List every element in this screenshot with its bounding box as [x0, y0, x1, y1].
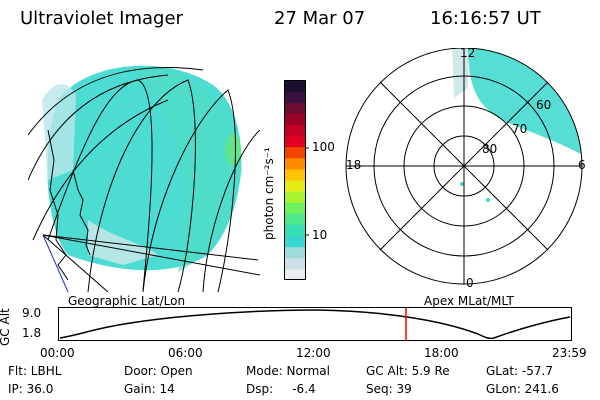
param-gain: Gain: 14 — [124, 382, 175, 396]
xtick-1800: 18:00 — [424, 346, 459, 360]
colorbar-swatch — [284, 235, 306, 248]
altitude-plot — [58, 307, 572, 341]
geographic-image-panel — [28, 65, 260, 292]
mlat-label-80: 80 — [482, 142, 498, 156]
colorbar-tick-10: 10 — [312, 228, 328, 242]
colorbar-swatch — [284, 268, 306, 280]
right-panel-caption: Apex MLat/MLT — [424, 294, 514, 308]
param-glat: GLat: -57.7 — [486, 364, 553, 378]
mlt-label-12: 12 — [460, 46, 476, 60]
mlat-label-70: 70 — [512, 122, 528, 136]
polar-mlt-plot — [345, 48, 583, 285]
xtick-2359: 23:59 — [552, 346, 587, 360]
colorbar-swatch — [284, 102, 306, 114]
colorbar-tick-100: 100 — [312, 140, 335, 154]
colorbar-swatch — [284, 202, 306, 214]
colorbar-swatch — [284, 224, 306, 237]
mlt-label-0: 0 — [466, 276, 474, 290]
colorbar-swatch — [284, 91, 306, 103]
param-ip: IP: 36.0 — [8, 382, 54, 396]
xtick-1200: 12:00 — [296, 346, 331, 360]
param-glon: GLon: 241.6 — [486, 382, 559, 396]
colorbar-swatch — [284, 113, 306, 125]
xtick-0600: 06:00 — [168, 346, 203, 360]
colorbar-swatch — [284, 213, 306, 225]
colorbar-swatch — [284, 180, 306, 192]
altitude-ytick-high: 9.0 — [22, 306, 42, 320]
date-label: 27 Mar 07 — [274, 8, 366, 29]
mlt-label-18: 18 — [346, 158, 362, 172]
altitude-ylabel: GC Alt — [0, 308, 12, 346]
param-filter: Flt: LBHL — [8, 364, 62, 378]
mlt-label-6: 6 — [578, 158, 586, 172]
colorbar-swatch — [284, 257, 306, 270]
color-scale-bar — [284, 80, 309, 280]
mlat-label-60: 60 — [536, 98, 552, 112]
colorbar-swatch — [284, 157, 306, 170]
xtick-0000: 00:00 — [40, 346, 75, 360]
altitude-ytick-low: 1.8 — [22, 326, 42, 340]
colorbar-swatch — [284, 146, 306, 159]
colorbar-swatch — [284, 168, 306, 181]
param-gc-alt: GC Alt: 5.9 Re — [366, 364, 450, 378]
param-dsp: Dsp: -6.4 — [246, 382, 316, 396]
param-door: Door: Open — [124, 364, 193, 378]
colorbar-swatch — [284, 135, 306, 148]
colorbar-swatch — [284, 124, 306, 137]
left-panel-caption: Geographic Lat/Lon — [68, 294, 186, 308]
colorbar-unit-label: photon cm⁻²s⁻¹ — [262, 147, 276, 240]
instrument-title: Ultraviolet Imager — [20, 8, 183, 29]
param-mode: Mode: Normal — [246, 364, 330, 378]
param-seq: Seq: 39 — [366, 382, 412, 396]
time-label: 16:16:57 UT — [430, 8, 541, 29]
colorbar-swatch — [284, 246, 306, 259]
colorbar-swatch — [284, 80, 306, 92]
colorbar-swatch — [284, 191, 306, 203]
